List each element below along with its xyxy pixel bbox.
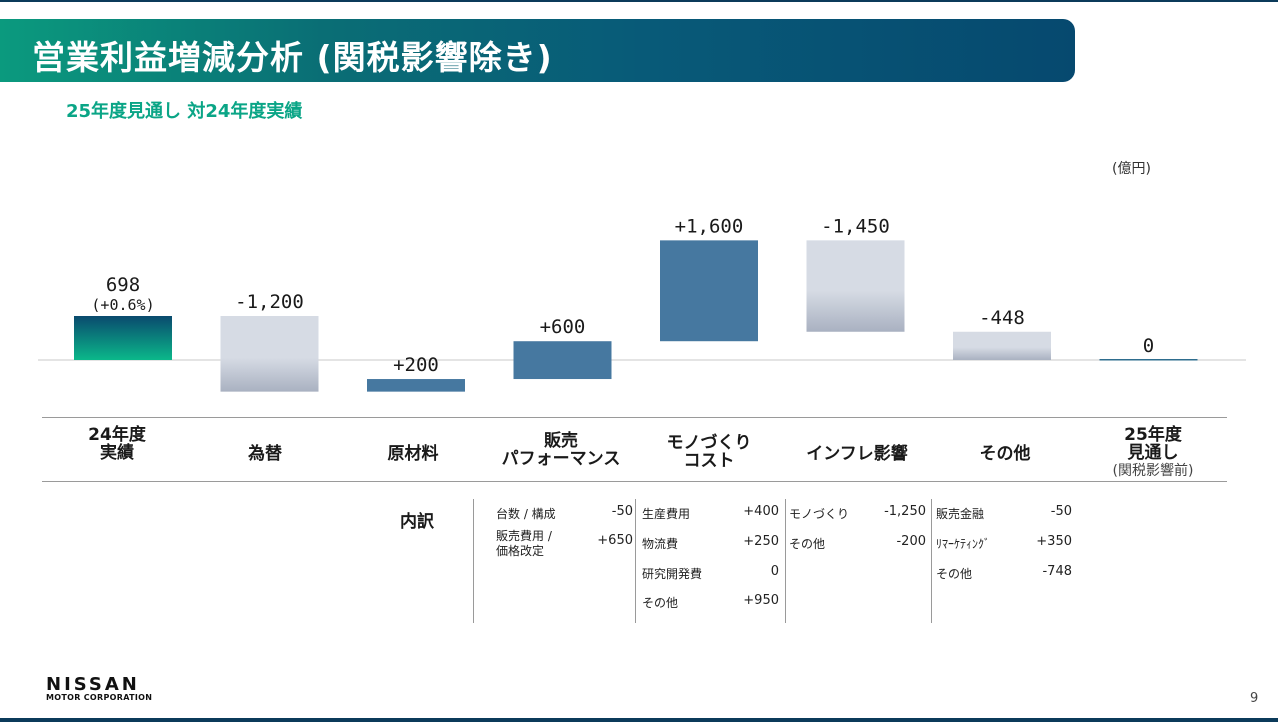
breakdown-remarketing-value: +350: [1036, 534, 1072, 549]
breakdown-divider: [473, 499, 474, 623]
page-subtitle: 25年度見通し 対24年度実績: [66, 101, 303, 122]
category-label-sales-performance: 販売 パフォーマンス: [501, 431, 621, 469]
waterfall-value-label: 698: [106, 274, 140, 296]
breakdown-divider: [635, 499, 636, 623]
waterfall-bar: [806, 240, 905, 332]
nissan-logo: NISSAN: [46, 674, 140, 695]
category-label-raw-materials: 原材料: [387, 444, 439, 464]
waterfall-bar: [660, 240, 758, 342]
breakdown-other-other-value: -748: [1042, 564, 1072, 579]
breakdown-sales-cost-label: 販売費用 /: [496, 529, 552, 543]
waterfall-bar: [367, 379, 465, 392]
breakdown-remarketing-label: ﾘﾏｰｹﾃｨﾝｸﾞ: [936, 537, 991, 551]
waterfall-start-note: (+0.6%): [91, 296, 154, 314]
page-title: 営業利益増減分析 (関税影響除き): [32, 38, 553, 77]
category-rule-top: [42, 417, 1227, 418]
breakdown-production-value: +400: [743, 504, 779, 519]
category-label-25-forecast: 25年度 見通し (関税影響前): [1112, 425, 1194, 479]
breakdown-divider: [785, 499, 786, 623]
waterfall-bar: [953, 331, 1051, 360]
waterfall-value-label: +200: [393, 354, 439, 376]
breakdown-sales-volume-value: -50: [611, 504, 633, 519]
breakdown-other-other-label: その他: [936, 567, 973, 581]
breakdown-rnd-label: 研究開発費: [642, 567, 703, 581]
breakdown-finance-value: -50: [1050, 504, 1072, 519]
nissan-logo-subtext: MOTOR CORPORATION: [46, 693, 153, 702]
waterfall-value-label: -1,200: [235, 291, 304, 313]
category-label-inflation: インフレ影響: [806, 444, 908, 464]
top-rule: [0, 0, 1278, 2]
waterfall-bar: [220, 316, 319, 392]
page-number: 9: [1250, 691, 1259, 706]
category-rule-bottom: [42, 481, 1227, 482]
category-label-fx: 為替: [248, 444, 282, 464]
category-label-24-actual: 24年度 実績: [88, 425, 146, 463]
breakdown-cost-other-label: その他: [642, 596, 679, 610]
category-label-manufacturing-cost: モノづくり コスト: [666, 433, 752, 471]
breakdown-divider: [931, 499, 932, 623]
waterfall-bar: [74, 316, 172, 360]
breakdown-inflation-mfg-value: -1,250: [884, 504, 926, 519]
waterfall-bar: [1099, 359, 1198, 361]
waterfall-value-label: +600: [540, 316, 586, 338]
breakdown-sales-volume-label: 台数 / 構成: [496, 507, 556, 521]
breakdown-inflation-other-value: -200: [896, 534, 926, 549]
breakdown-logistics-label: 物流費: [642, 537, 679, 551]
breakdown-finance-label: 販売金融: [936, 507, 985, 521]
breakdown-logistics-value: +250: [743, 534, 779, 549]
breakdown-production-label: 生産費用: [642, 507, 691, 521]
waterfall-value-label: 0: [1143, 335, 1154, 357]
breakdown-sales-cost-label-2: 価格改定: [496, 544, 545, 558]
unit-label: (億円): [1112, 161, 1151, 177]
category-label-other: その他: [979, 444, 1031, 464]
waterfall-chart: 698(+0.6%) -1,200 +200 +600 +1,600 -1,450 -448…: [38, 215, 1246, 392]
breakdown-sales-cost-value: +650: [597, 533, 633, 548]
breakdown-label: 内訳: [400, 512, 434, 532]
bottom-rule: [0, 718, 1278, 722]
breakdown-inflation-other-label: その他: [789, 537, 826, 551]
waterfall-value-label: +1,600: [675, 215, 744, 237]
breakdown-inflation-mfg-label: モノづくり: [789, 507, 850, 521]
breakdown-rnd-value: 0: [770, 564, 779, 579]
waterfall-value-label: -1,450: [821, 215, 890, 237]
title-banner: [0, 19, 1075, 82]
waterfall-bar: [513, 341, 612, 380]
breakdown-cost-other-value: +950: [743, 593, 779, 608]
waterfall-value-label: -448: [979, 307, 1025, 329]
